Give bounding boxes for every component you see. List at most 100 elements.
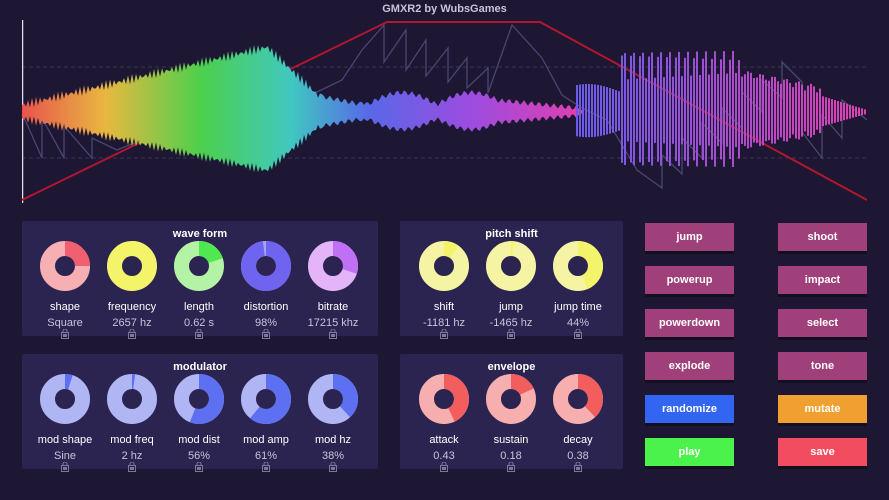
pitch-panel-title: pitch shift [485, 228, 538, 240]
powerdown-button[interactable]: powerdown [645, 309, 734, 337]
lock-icon[interactable] [262, 462, 270, 472]
lock-icon[interactable] [507, 329, 515, 339]
lock-icon[interactable] [574, 462, 582, 472]
knob-label: mod amp [243, 434, 289, 446]
knob-dial[interactable] [240, 373, 292, 425]
knob-label: distortion [243, 301, 289, 313]
modulator-panel-title: modulator [173, 361, 227, 373]
select-button[interactable]: select [778, 309, 867, 337]
shoot-button[interactable]: shoot [778, 223, 867, 251]
lock-icon[interactable] [262, 329, 270, 339]
lock-icon[interactable] [61, 329, 69, 339]
knob-label: jump time [554, 301, 602, 313]
knob-fill [65, 374, 73, 390]
knob-distortion[interactable]: distortion 98% [233, 240, 299, 339]
jump-button[interactable]: jump [645, 223, 734, 251]
knob-dial[interactable] [39, 373, 91, 425]
lock-icon[interactable] [195, 462, 203, 472]
explode-button[interactable]: explode [645, 352, 734, 380]
wave-shape [22, 45, 582, 173]
knob-fill [511, 374, 534, 395]
knob-jump[interactable]: jump -1465 hz [478, 240, 544, 339]
knob-dial[interactable] [552, 240, 604, 292]
save-button[interactable]: save [778, 438, 867, 466]
knob-label: mod shape [37, 434, 93, 446]
mutate-button[interactable]: mutate [778, 395, 867, 423]
lock-icon[interactable] [329, 329, 337, 339]
lock-icon[interactable] [128, 462, 136, 472]
knob-value: 0.62 s [184, 317, 214, 329]
knob-fill [444, 241, 459, 258]
knob-sustain[interactable]: sustain 0.18 [478, 373, 544, 472]
lock-icon[interactable] [440, 462, 448, 472]
knob-dial[interactable] [418, 240, 470, 292]
lock-icon[interactable] [440, 329, 448, 339]
knob-dial[interactable] [485, 373, 537, 425]
knob-value: -1465 hz [489, 317, 533, 329]
lock-icon[interactable] [507, 462, 515, 472]
lock-icon[interactable] [61, 462, 69, 472]
knob-label: mod hz [314, 434, 352, 446]
knob-dial[interactable] [552, 373, 604, 425]
randomize-button[interactable]: randomize [645, 395, 734, 423]
knob-label: frequency [107, 301, 157, 313]
knob-mod-dist[interactable]: mod dist 56% [166, 373, 232, 472]
knob-value: 44% [566, 317, 590, 329]
knob-dial[interactable] [240, 240, 292, 292]
knob-value: Square [47, 317, 83, 329]
knob-jump-time[interactable]: jump time 44% [545, 240, 611, 339]
knob-value: 98% [254, 317, 278, 329]
knob-frequency[interactable]: frequency 2657 hz [99, 240, 165, 339]
play-button[interactable]: play [645, 438, 734, 466]
knob-value: 38% [321, 450, 345, 462]
lock-icon[interactable] [195, 329, 203, 339]
lock-icon[interactable] [329, 462, 337, 472]
knob-value: 56% [187, 450, 211, 462]
knob-mod-shape[interactable]: mod shape Sine [32, 373, 98, 472]
knob-value: 2 hz [121, 450, 143, 462]
knob-label: mod dist [178, 434, 220, 446]
impact-button[interactable]: impact [778, 266, 867, 294]
knob-mod-hz[interactable]: mod hz 38% [300, 373, 366, 472]
knob-dial[interactable] [307, 373, 359, 425]
knob-dial[interactable] [485, 240, 537, 292]
knob-shift[interactable]: shift -1181 hz [411, 240, 477, 339]
lock-icon[interactable] [574, 329, 582, 339]
knob-shape[interactable]: shape Square [32, 240, 98, 339]
lock-icon[interactable] [128, 329, 136, 339]
knob-dial[interactable] [173, 240, 225, 292]
knob-value: 0.38 [567, 450, 589, 462]
tone-button[interactable]: tone [778, 352, 867, 380]
knob-dial[interactable] [307, 240, 359, 292]
knob-fill [333, 241, 359, 274]
knob-value: 17215 khz [307, 317, 359, 329]
knob-fill [241, 240, 292, 291]
knob-mod-freq[interactable]: mod freq 2 hz [99, 373, 165, 472]
knob-dial[interactable] [173, 373, 225, 425]
knob-value: Sine [53, 450, 77, 462]
powerup-button[interactable]: powerup [645, 266, 734, 294]
knob-value: 0.43 [433, 450, 455, 462]
knob-fill [132, 374, 136, 390]
knob-label: bitrate [317, 301, 349, 313]
knob-label: length [184, 301, 214, 313]
knob-dial[interactable] [418, 373, 470, 425]
knob-decay[interactable]: decay 0.38 [545, 373, 611, 472]
knob-fill [189, 374, 225, 424]
knob-bitrate[interactable]: bitrate 17215 khz [300, 240, 366, 339]
knob-length[interactable]: length 0.62 s [166, 240, 232, 339]
knob-fill [250, 374, 291, 424]
knob-label: shape [50, 301, 80, 313]
envelope-panel: envelope attack 0.43 sustain 0.18 decay 0.3… [400, 354, 623, 472]
knob-label: attack [429, 434, 459, 446]
knob-dial[interactable] [106, 373, 158, 425]
knob-fill [511, 241, 515, 257]
knob-label: sustain [493, 434, 529, 446]
knob-mod-amp[interactable]: mod amp 61% [233, 373, 299, 472]
knob-value: 61% [254, 450, 278, 462]
knob-label: jump [499, 301, 523, 313]
grid-lines [22, 66, 867, 159]
knob-dial[interactable] [39, 240, 91, 292]
knob-dial[interactable] [106, 240, 158, 292]
knob-attack[interactable]: attack 0.43 [411, 373, 477, 472]
